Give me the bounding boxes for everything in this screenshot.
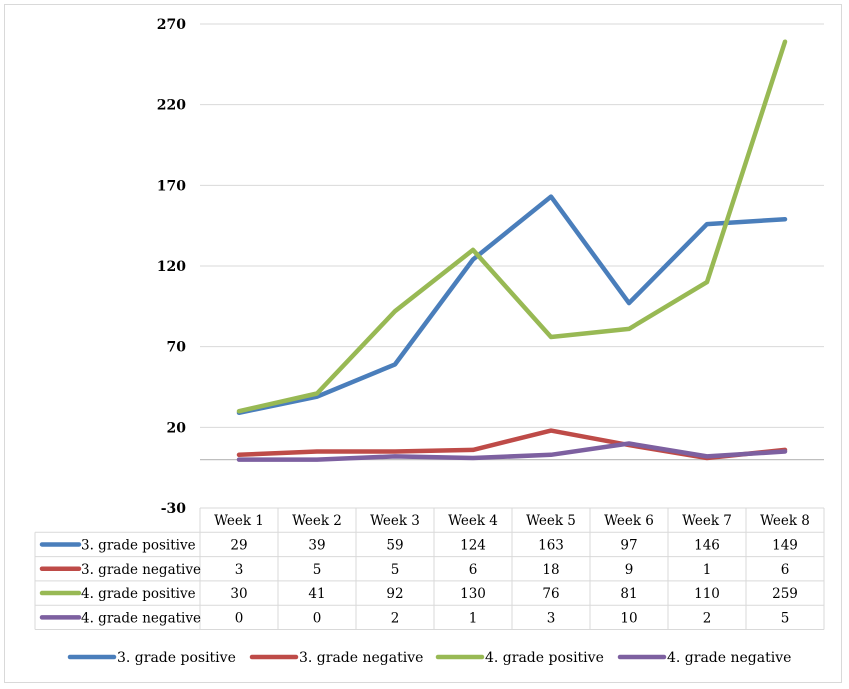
table-series-label: 4. grade positive xyxy=(81,586,196,602)
legend-label: 4. grade positive xyxy=(485,650,604,666)
data-value: 5 xyxy=(391,562,400,578)
legend-label: 3. grade positive xyxy=(117,650,236,666)
data-value: 92 xyxy=(386,586,403,602)
category-label: Week 1 xyxy=(214,513,264,529)
y-tick-label: 20 xyxy=(167,420,187,436)
data-value: 29 xyxy=(230,537,247,553)
legend-label: 3. grade negative xyxy=(299,650,423,666)
data-value: 124 xyxy=(460,537,486,553)
series-line-3 xyxy=(236,39,788,414)
legend-label: 4. grade negative xyxy=(667,650,791,666)
data-value: 18 xyxy=(542,562,559,578)
data-value: 81 xyxy=(620,586,637,602)
data-value: 0 xyxy=(313,610,322,626)
y-tick-label: 170 xyxy=(157,178,186,194)
y-tick-label: 220 xyxy=(157,98,186,114)
data-value: 97 xyxy=(620,537,637,553)
data-value: 3 xyxy=(547,610,556,626)
data-value: 6 xyxy=(469,562,478,578)
category-label: Week 6 xyxy=(604,513,654,529)
category-label: Week 7 xyxy=(682,513,732,529)
y-tick-label: 70 xyxy=(167,340,187,356)
data-value: 259 xyxy=(772,586,798,602)
series-line-1 xyxy=(236,194,788,416)
category-label: Week 8 xyxy=(760,513,810,529)
table-series-label: 3. grade negative xyxy=(81,562,201,578)
y-tick-label: -30 xyxy=(161,501,187,517)
category-label: Week 2 xyxy=(292,513,342,529)
y-tick-label: 270 xyxy=(157,17,186,33)
data-value: 110 xyxy=(694,586,720,602)
data-value: 59 xyxy=(386,537,403,553)
table-series-label: 3. grade positive xyxy=(81,537,196,553)
series-line-4 xyxy=(236,441,788,462)
data-value: 5 xyxy=(313,562,322,578)
category-label: Week 4 xyxy=(448,513,498,529)
data-value: 146 xyxy=(694,537,720,553)
chart-frame xyxy=(4,4,842,683)
table-series-label: 4. grade negative xyxy=(81,610,201,626)
category-label: Week 5 xyxy=(526,513,576,529)
data-value: 76 xyxy=(542,586,559,602)
data-value: 39 xyxy=(308,537,325,553)
data-value: 30 xyxy=(230,586,247,602)
data-value: 149 xyxy=(772,537,798,553)
data-value: 2 xyxy=(703,610,712,626)
y-tick-label: 120 xyxy=(157,259,186,275)
category-label: Week 3 xyxy=(370,513,420,529)
data-value: 3 xyxy=(235,562,244,578)
data-value: 9 xyxy=(625,562,634,578)
data-value: 163 xyxy=(538,537,564,553)
data-value: 6 xyxy=(781,562,790,578)
data-value: 41 xyxy=(308,586,325,602)
data-value: 10 xyxy=(620,610,637,626)
data-value: 5 xyxy=(781,610,790,626)
data-value: 1 xyxy=(469,610,478,626)
data-value: 1 xyxy=(703,562,712,578)
data-value: 130 xyxy=(460,586,486,602)
data-value: 0 xyxy=(235,610,244,626)
data-value: 2 xyxy=(391,610,400,626)
